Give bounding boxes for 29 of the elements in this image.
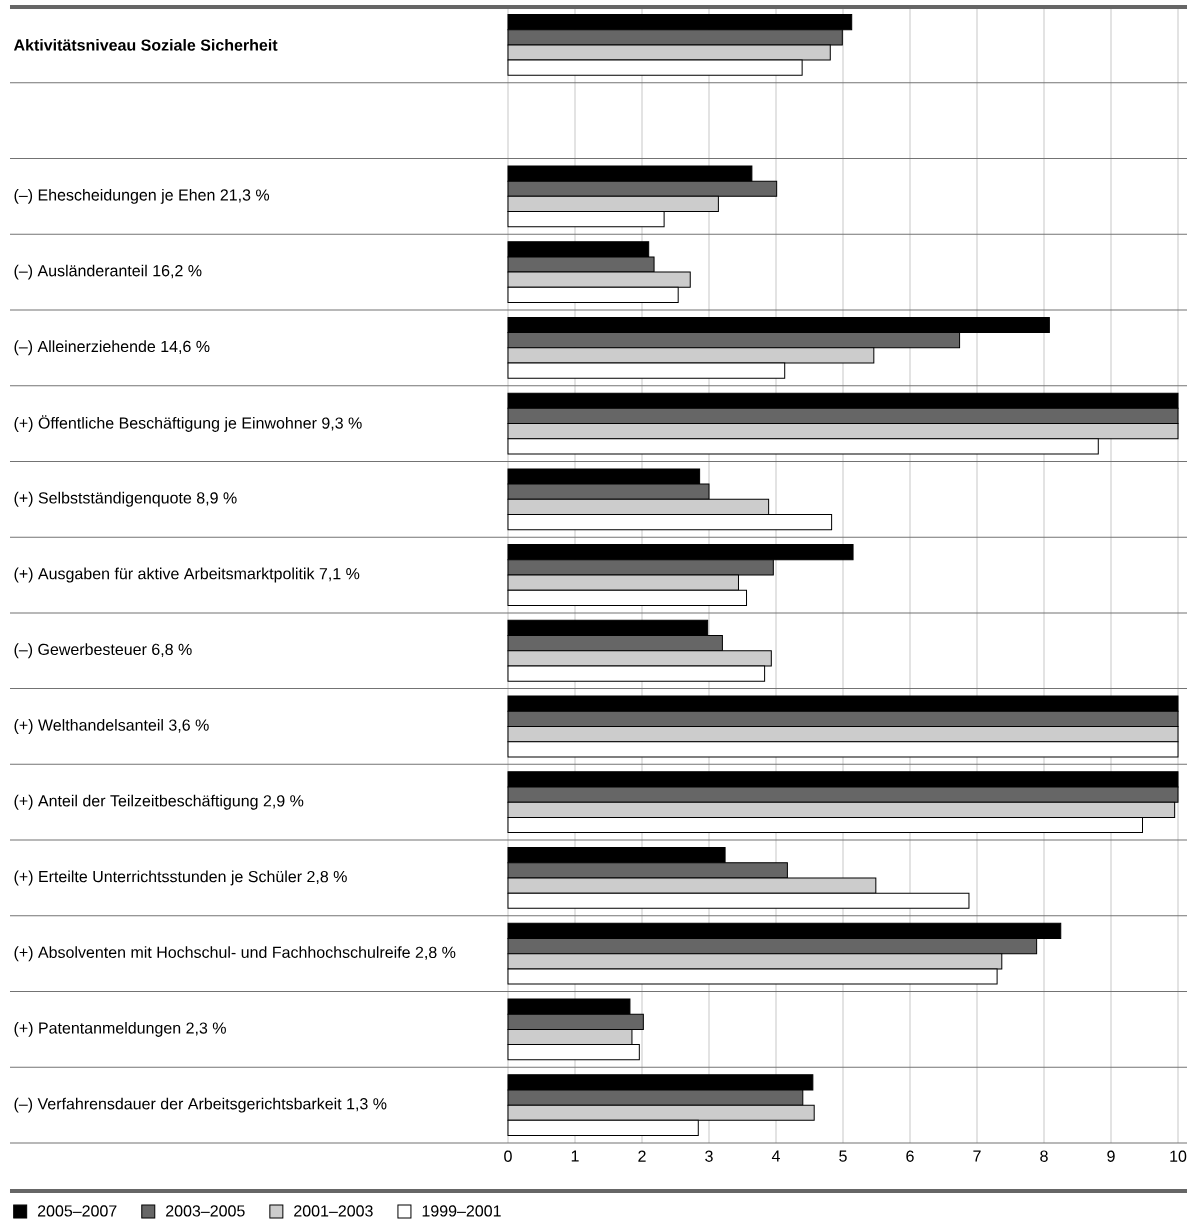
y-tick-label: (+) Anteil der Teilzeitbeschäftigung 2,9 % (14, 794, 304, 810)
x-tick-label: 0 (504, 1150, 512, 1162)
y-tick-label: (+) Welthandelsanteil 3,6 % (14, 719, 209, 734)
x-tick-label: 8 (1040, 1150, 1048, 1162)
x-tick-label: 6 (906, 1150, 914, 1162)
x-tick-label: 10 (1170, 1150, 1187, 1162)
legend-label: 2001–2003 (294, 1205, 373, 1217)
y-tick-label: (+) Selbstständigenquote 8,9 % (14, 491, 237, 507)
x-tick-label: 5 (839, 1150, 847, 1162)
x-tick-label: 1 (571, 1150, 579, 1162)
y-tick-label: (–) Ausländeranteil 16,2 % (14, 264, 202, 280)
legend-label: 2005–2007 (37, 1205, 117, 1217)
x-tick-label: 9 (1107, 1150, 1115, 1162)
x-tick-label: 7 (973, 1150, 981, 1162)
y-tick-label: (–) Verfahrensdauer der Arbeitsgerichtsbarkeit 1,3 % (14, 1097, 387, 1113)
y-tick-label: (–) Alleinerziehende 14,6 % (14, 340, 210, 356)
legend-label: 1999–2001 (422, 1205, 501, 1217)
y-tick-label: Aktivitätsniveau Soziale Sicherheit (13, 39, 278, 51)
y-tick-label: (+) Patentanmeldungen 2,3 % (14, 1021, 226, 1037)
y-tick-label: (+) Erteilte Unterrichtsstunden je Schüler 2,8 % (14, 870, 347, 886)
y-tick-label: (–) Ehescheidungen je Ehen 21,3 % (14, 188, 270, 204)
x-tick-label: 3 (705, 1150, 713, 1162)
x-tick-label: 4 (771, 1150, 780, 1162)
y-tick-label: (+) Öffentliche Beschäftigung je Einwohner 9,3 % (14, 415, 362, 432)
y-tick-label: (–) Gewerbesteuer 6,8 % (14, 643, 192, 659)
y-tick-label: (+) Absolventen mit Hochschul- und Fachhochschulreife 2,8 % (14, 946, 456, 962)
x-tick-label: 2 (638, 1150, 646, 1162)
legend-label: 2003–2005 (166, 1205, 245, 1217)
y-tick-label: (+) Ausgaben für aktive Arbeitsmarktpolitik 7,1 % (14, 567, 360, 583)
